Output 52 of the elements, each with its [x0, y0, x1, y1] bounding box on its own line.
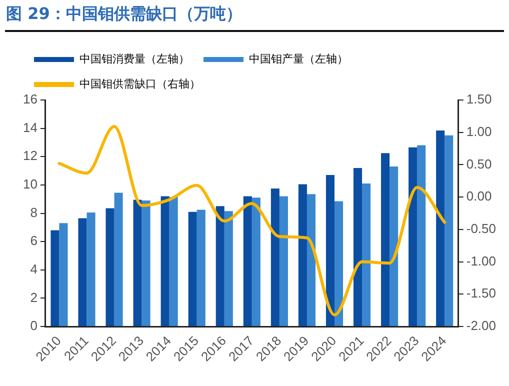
y2-tick-label: 0.00: [466, 188, 492, 204]
y-tick-label: 14: [22, 120, 38, 135]
bar: [78, 218, 87, 326]
bar: [444, 135, 454, 326]
bar: [216, 206, 224, 326]
bar: [133, 200, 142, 326]
bar: [188, 212, 197, 326]
y-tick-label: 0: [30, 318, 38, 334]
y-tick-label: 12: [22, 148, 38, 164]
bar: [114, 192, 123, 326]
legend-label: 中国钼消费量（左轴）: [80, 52, 190, 66]
y2-tick-label: 1.50: [466, 92, 492, 107]
y2-tick-label: -1.00: [466, 253, 496, 268]
bar: [224, 211, 233, 326]
bar: [381, 153, 390, 326]
legend-label: 中国钼供需缺口（右轴）: [80, 77, 200, 90]
bar: [50, 230, 60, 326]
bar: [408, 147, 418, 326]
line-series: [58, 125, 446, 316]
bar: [353, 168, 362, 326]
bar: [243, 196, 252, 326]
bar: [160, 196, 170, 326]
y-tick-label: 6: [30, 233, 38, 248]
bar: [417, 145, 426, 326]
bar: [59, 223, 68, 326]
bar: [326, 175, 334, 326]
y-tick-label: 16: [22, 92, 38, 107]
bar: [298, 184, 307, 326]
bar: [390, 166, 398, 326]
y2-tick-label: -2.00: [466, 318, 496, 334]
y-tick-label: 4: [30, 261, 38, 276]
bar: [334, 201, 344, 326]
bar: [196, 210, 206, 326]
bar: [252, 198, 260, 326]
y2-tick-label: 0.50: [466, 156, 492, 172]
bar: [169, 196, 178, 326]
chart-title: 图 29：中国钼供需缺口（万吨）: [6, 4, 242, 25]
bar: [362, 184, 371, 326]
y2-tick-label: 1.00: [466, 124, 492, 139]
y2-tick-label: -1.50: [466, 286, 496, 301]
bar: [142, 200, 150, 326]
bar: [86, 212, 96, 326]
bar: [279, 196, 288, 326]
bar: [306, 194, 316, 326]
bar: [436, 130, 445, 326]
y-tick-label: 2: [30, 290, 38, 305]
legend-label: 中国钼产量（左轴）: [249, 52, 348, 66]
y-tick-label: 10: [22, 176, 38, 192]
bar: [106, 208, 114, 326]
y-tick-label: 8: [30, 204, 38, 220]
bar: [270, 188, 280, 326]
y2-tick-label: -0.50: [466, 221, 496, 236]
